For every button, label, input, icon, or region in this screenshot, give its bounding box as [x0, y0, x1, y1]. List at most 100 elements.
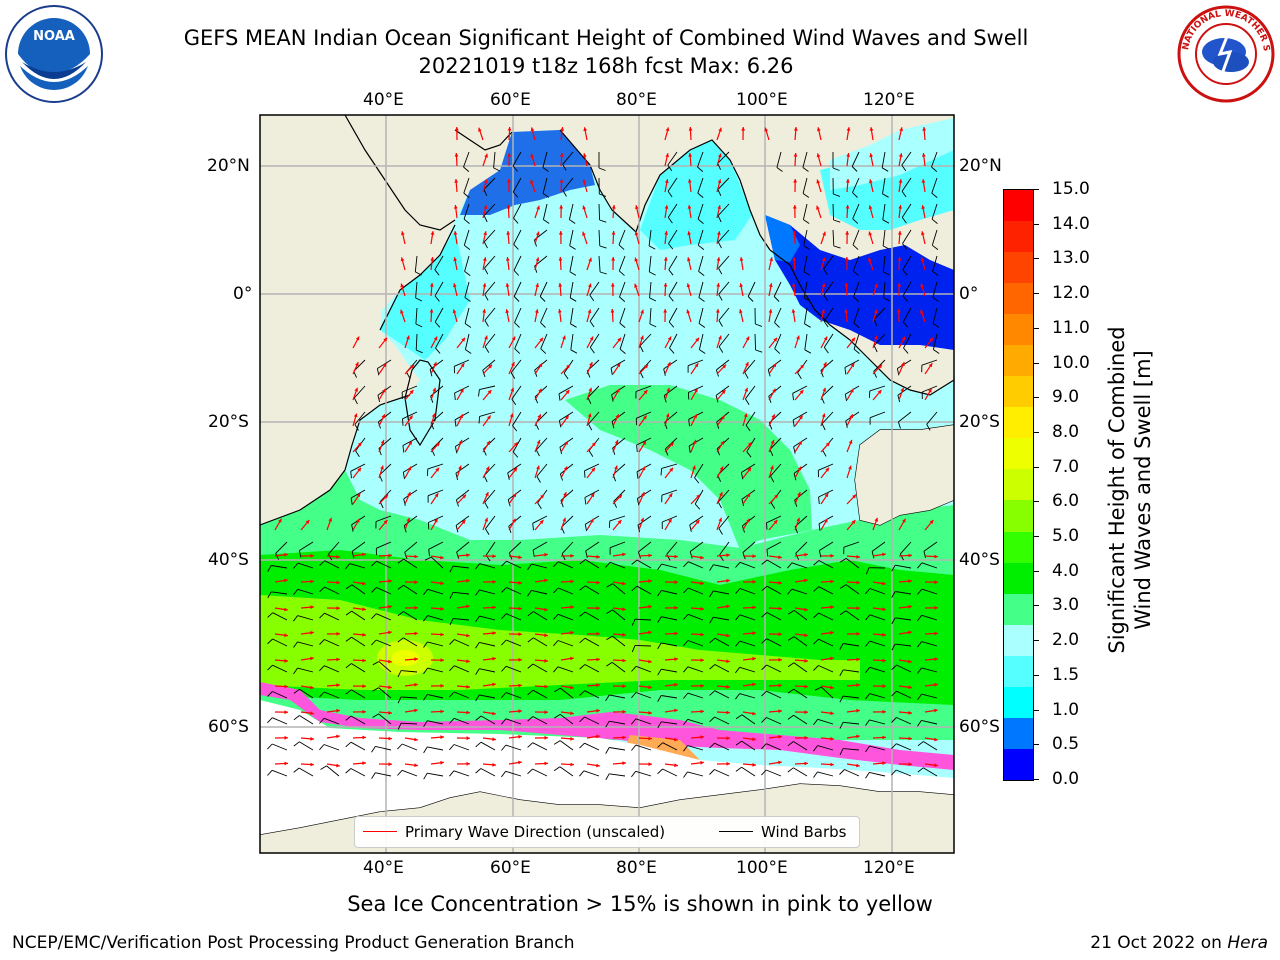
wave-direction-arrowhead	[414, 657, 418, 662]
wind-barb-staff	[584, 664, 600, 673]
wave-direction-arrowhead	[934, 708, 938, 713]
wind-barb-staff	[351, 689, 366, 699]
wind-barb-flag	[832, 167, 840, 171]
wind-barb-flag	[454, 419, 457, 427]
wave-direction-arrowhead	[483, 179, 488, 184]
wind-barb-flag	[589, 321, 595, 328]
wind-barb-flag	[891, 769, 897, 776]
wind-barb-staff	[661, 463, 678, 469]
wind-barb-flag	[606, 635, 613, 641]
wave-direction-arrowhead	[388, 710, 392, 715]
wind-barb-staff	[512, 151, 522, 167]
wind-barb-flag	[844, 394, 847, 402]
wind-barb-flag	[514, 322, 520, 328]
wave-direction-arrowhead	[908, 553, 912, 558]
wave-direction-arrowhead	[824, 493, 829, 498]
wind-barb-flag	[853, 348, 860, 354]
wind-barb-flag	[865, 567, 870, 575]
wind-barb-flag	[697, 218, 704, 224]
wind-barb-staff	[589, 333, 600, 348]
wave-direction-arrowhead	[562, 517, 566, 522]
wind-barb-staff	[921, 588, 938, 595]
wind-barb-flag	[683, 640, 689, 647]
wind-barb-staff	[899, 541, 912, 555]
wind-barb-flag	[569, 271, 577, 276]
wind-barb-flag	[637, 525, 641, 533]
wave-direction-arrowhead	[492, 631, 496, 636]
wind-barb-staff	[714, 637, 730, 647]
wave-direction-arrowhead	[845, 179, 850, 183]
wind-barb-flag	[802, 193, 810, 198]
wind-barb-staff	[635, 385, 652, 392]
wind-barb-flag	[631, 619, 636, 626]
wind-barb-flag	[649, 323, 657, 328]
wind-barb-flag	[478, 416, 481, 424]
wave-direction-arrowhead	[507, 153, 512, 157]
wind-barb-flag	[871, 551, 875, 559]
wind-barb-flag	[513, 296, 520, 302]
wind-barb-staff	[793, 688, 808, 699]
wind-barb-staff	[687, 359, 704, 367]
wind-barb-staff	[415, 333, 418, 351]
wind-barb-flag	[402, 445, 405, 453]
colorbar-tick	[1033, 362, 1039, 364]
wind-barb-flag	[683, 719, 689, 726]
wind-barbs-legend-swatch	[719, 831, 753, 832]
wave-direction-arrowhead	[485, 466, 490, 471]
wind-barb-flag	[558, 420, 562, 428]
wind-barb-staff	[687, 640, 704, 647]
wave-direction-arrowhead	[587, 283, 592, 288]
wave-direction-arrowhead	[429, 283, 434, 287]
wind-barb-staff	[557, 613, 574, 621]
wind-barb-staff	[698, 281, 704, 298]
wave-direction-arrowhead	[739, 309, 743, 314]
wave-direction-arrowhead	[388, 553, 392, 558]
wind-barb-staff	[648, 255, 652, 272]
lat-tick-right-20n: 20°N	[959, 156, 1002, 176]
wave-direction-arrowhead	[284, 552, 288, 557]
wind-barb-staff	[638, 541, 652, 553]
wind-barb-flag	[584, 497, 587, 505]
wave-direction-arrowhead	[536, 439, 541, 444]
wave-direction-arrowhead	[310, 579, 314, 584]
wave-direction-arrowhead	[688, 153, 693, 157]
wave-direction-arrowhead	[746, 518, 750, 523]
wave-direction-arrowhead	[641, 466, 646, 471]
wind-barb-flag	[774, 348, 781, 354]
wave-direction-arrowhead	[582, 179, 587, 184]
wind-barb-staff	[612, 635, 626, 647]
wind-barb-flag	[891, 643, 896, 651]
wave-direction-arrowhead	[488, 364, 493, 369]
wind-barb-staff	[668, 307, 678, 323]
wind-barb-flag	[787, 588, 793, 595]
wind-barb-staff	[851, 151, 860, 167]
wave-direction-arrowhead	[518, 709, 522, 714]
wind-barb-flag	[636, 444, 638, 453]
wind-barb-flag	[787, 636, 795, 641]
wave-direction-arrowhead	[336, 657, 340, 662]
wind-barb-staff	[697, 203, 704, 220]
wind-barb-flag	[618, 270, 625, 276]
wave-direction-arrowhead	[882, 658, 886, 663]
wind-barb-staff	[611, 662, 626, 673]
wave-direction-arrowhead	[908, 762, 912, 767]
wind-barb-staff	[299, 688, 314, 699]
wind-barb-flag	[823, 268, 828, 276]
wave-direction-arrowhead	[771, 414, 775, 419]
wind-barb-staff	[506, 639, 522, 647]
wave-direction-arrowhead	[409, 390, 414, 394]
wave-direction-arrowhead	[466, 578, 470, 583]
colorbar-tick	[1033, 640, 1039, 642]
wind-barb-flag	[761, 559, 768, 565]
wind-barb-staff	[687, 666, 704, 673]
wave-direction-arrowhead	[804, 761, 808, 766]
wind-barb-flag	[540, 348, 547, 354]
wind-barb-flag	[844, 367, 847, 375]
wind-barb-staff	[774, 333, 782, 349]
wind-barb-staff	[324, 691, 340, 699]
wind-barb-staff	[921, 719, 938, 725]
wave-direction-arrowhead	[388, 736, 392, 741]
wind-barb-staff	[434, 281, 444, 297]
wave-direction-arrowhead	[336, 631, 340, 636]
wind-barb-flag	[589, 294, 595, 302]
